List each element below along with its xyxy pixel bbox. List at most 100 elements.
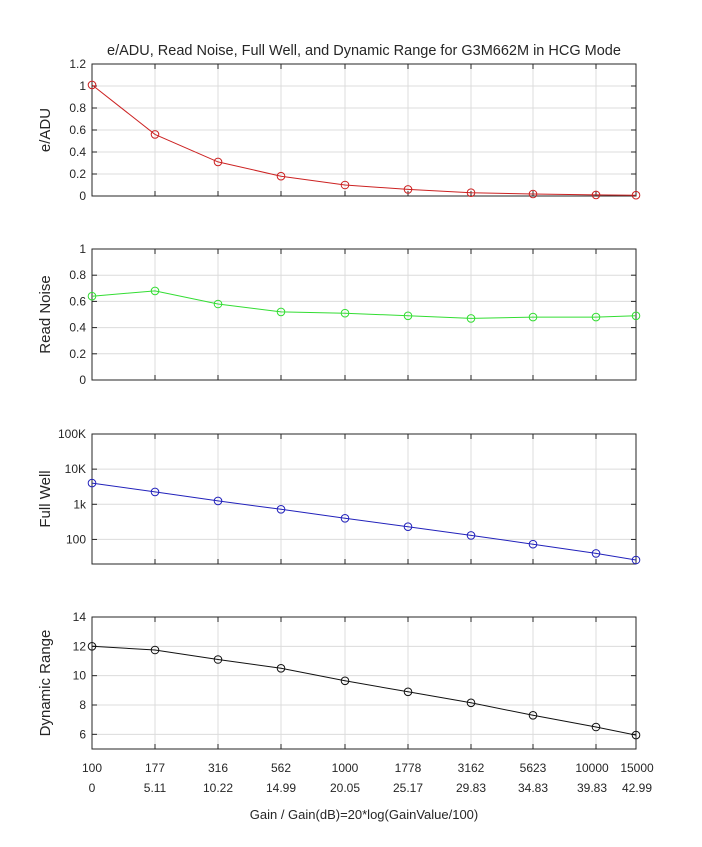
x-tick-label-gain: 100 — [82, 761, 102, 775]
data-point — [213, 299, 223, 309]
data-point — [591, 190, 601, 200]
data-point — [591, 722, 601, 732]
x-tick-label-db: 10.22 — [203, 781, 233, 795]
data-point — [631, 730, 641, 740]
x-tick-label-db: 14.99 — [266, 781, 296, 795]
x-tick-label-db: 0 — [89, 781, 96, 795]
series-line — [91, 645, 637, 736]
data-point — [403, 522, 413, 532]
x-tick-label-gain: 10000 — [575, 761, 609, 775]
x-tick-label-gain: 1778 — [395, 761, 422, 775]
x-tick-label-gain: 316 — [208, 761, 228, 775]
panel-fullwell: 100 1k 10K 100K Full Well — [37, 427, 641, 565]
data-point — [276, 505, 286, 514]
data-point — [87, 291, 97, 301]
data-point — [631, 190, 641, 200]
y-tick-label: 0.4 — [69, 145, 86, 159]
data-point — [403, 311, 413, 321]
y-axis-label: Full Well — [37, 470, 54, 527]
y-tick-label: 0.6 — [69, 123, 86, 137]
data-point — [150, 487, 160, 497]
x-tick-label-db: 29.83 — [456, 781, 486, 795]
data-point — [466, 698, 476, 708]
data-point — [340, 180, 350, 190]
data-point — [150, 130, 160, 139]
data-point — [528, 711, 538, 720]
y-tick-label: 1k — [73, 497, 87, 511]
x-tick-label-gain: 5623 — [520, 761, 547, 775]
y-tick-label: 100 — [66, 532, 86, 546]
data-point — [591, 549, 601, 558]
y-tick-label: 14 — [73, 610, 87, 624]
x-tick-label-gain: 1000 — [332, 761, 359, 775]
series-line — [91, 290, 637, 319]
data-point — [276, 664, 286, 673]
y-axis-label: e/ADU — [37, 108, 54, 152]
data-point — [466, 314, 476, 323]
data-point — [403, 687, 413, 697]
y-tick-label: 0 — [79, 373, 86, 387]
y-tick-label: 12 — [73, 639, 87, 653]
data-point — [87, 642, 97, 651]
data-point — [591, 312, 601, 322]
x-tick-label-db: 42.99 — [622, 781, 652, 795]
axes-box — [91, 616, 637, 750]
y-tick-label: 1 — [79, 79, 86, 93]
series-line — [91, 482, 637, 561]
panel-eadu: 0 0.2 0.4 0.6 0.8 1 1.2 e/ADU — [37, 57, 641, 203]
data-point — [340, 514, 350, 523]
y-tick-label: 10K — [65, 462, 86, 476]
x-tick-label-gain: 562 — [271, 761, 291, 775]
axes-box — [91, 433, 637, 565]
series-line — [91, 84, 637, 196]
x-tick-label-db: 39.83 — [577, 781, 607, 795]
data-point — [87, 478, 97, 488]
y-tick-label: 8 — [79, 698, 86, 712]
chart-panels: 0 0.2 0.4 0.6 0.8 1 1.2 e/ADU 0 0.2 0.4 0.6 0.8 1 Read… — [37, 57, 641, 750]
y-tick-label: 0.6 — [69, 294, 86, 308]
chart-title: e/ADU, Read Noise, Full Well, and Dynami… — [107, 43, 621, 59]
y-tick-label: 0.2 — [69, 167, 86, 181]
x-tick-label-db: 20.05 — [330, 781, 360, 795]
shared-x-axis: 10001775.1131610.2256214.99100020.051778… — [82, 761, 654, 795]
x-tick-label-gain: 3162 — [458, 761, 485, 775]
data-point — [340, 676, 350, 686]
data-point — [403, 185, 413, 194]
y-tick-label: 0 — [79, 189, 86, 203]
x-tick-label-db: 25.17 — [393, 781, 423, 795]
panel-readnoise: 0 0.2 0.4 0.6 0.8 1 Read Noise — [37, 242, 641, 387]
data-point — [631, 555, 641, 565]
x-tick-label-gain: 15000 — [620, 761, 654, 775]
data-point — [150, 645, 160, 655]
data-point — [87, 80, 97, 90]
data-point — [213, 496, 223, 506]
data-point — [466, 531, 476, 540]
x-tick-label-db: 5.11 — [144, 781, 167, 795]
data-point — [528, 539, 538, 549]
data-point — [276, 307, 286, 317]
data-point — [340, 308, 350, 318]
data-point — [213, 655, 223, 664]
y-tick-label: 0.8 — [69, 268, 86, 282]
x-axis-label: Gain / Gain(dB)=20*log(GainValue/100) — [250, 807, 478, 822]
x-tick-label-db: 34.83 — [518, 781, 548, 795]
y-tick-label: 0.4 — [69, 321, 86, 335]
y-tick-label: 1 — [79, 242, 86, 256]
y-tick-label: 1.2 — [69, 57, 86, 71]
data-point — [528, 189, 538, 199]
data-point — [213, 157, 223, 167]
data-point — [528, 312, 538, 322]
panel-dynamicrange: 6 8 10 12 14 Dynamic Range — [37, 610, 641, 750]
y-tick-label: 10 — [73, 669, 87, 683]
y-tick-label: 0.8 — [69, 101, 86, 115]
axes-box — [91, 248, 637, 381]
y-tick-label: 6 — [79, 727, 86, 741]
y-tick-label: 100K — [58, 427, 86, 441]
x-tick-label-gain: 177 — [145, 761, 165, 775]
y-tick-label: 0.2 — [69, 347, 86, 361]
data-point — [631, 311, 641, 321]
data-point — [150, 286, 160, 296]
y-axis-label: Dynamic Range — [37, 630, 54, 737]
y-axis-label: Read Noise — [37, 275, 54, 353]
